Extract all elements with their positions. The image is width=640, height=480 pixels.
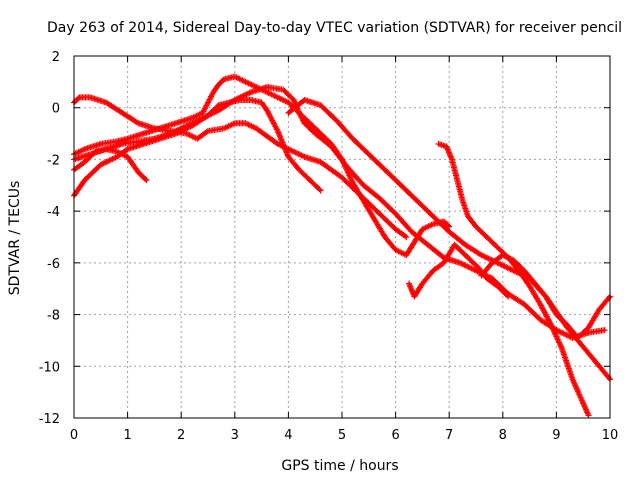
y-tick-label: 2 — [52, 50, 60, 65]
x-tick-label: 8 — [499, 428, 507, 443]
data-point — [503, 292, 510, 299]
data-series — [71, 73, 613, 419]
x-tick-label: 6 — [391, 428, 399, 443]
x-tick-label: 4 — [284, 428, 292, 443]
y-tick-label: -10 — [39, 360, 60, 375]
data-point — [133, 119, 140, 126]
data-point — [317, 187, 324, 194]
data-point — [142, 176, 149, 183]
x-tick-label: 1 — [123, 428, 131, 443]
x-tick-label: 5 — [338, 428, 346, 443]
data-point — [605, 294, 612, 301]
x-tick-label: 10 — [602, 428, 619, 443]
x-tick-label: 0 — [70, 428, 78, 443]
y-tick-label: -8 — [47, 309, 60, 324]
y-tick-label: -2 — [47, 153, 60, 168]
chart-title: Day 263 of 2014, Sidereal Day-to-day VTE… — [47, 20, 622, 36]
data-point — [143, 177, 150, 184]
y-axis-label: SDTVAR / TECUs — [7, 181, 23, 296]
series-track-7 — [406, 241, 512, 300]
series-track-9 — [478, 252, 613, 341]
x-tick-label: 2 — [177, 428, 185, 443]
data-point — [203, 128, 210, 135]
y-tick-label: 0 — [52, 102, 60, 117]
x-tick-label: 3 — [231, 428, 239, 443]
data-point — [403, 234, 410, 240]
y-tick-label: -4 — [47, 205, 60, 220]
grid-lines — [74, 56, 610, 418]
data-point — [605, 374, 612, 381]
y-tick-label: -12 — [39, 412, 60, 427]
plot-frame — [73, 55, 611, 419]
data-point — [585, 412, 592, 419]
y-tick-label: -6 — [47, 257, 60, 272]
x-tick-label: 7 — [445, 428, 453, 443]
data-point — [316, 186, 323, 193]
x-tick-label: 9 — [552, 428, 560, 443]
data-point — [75, 95, 82, 102]
data-point — [601, 327, 608, 334]
series-track-5 — [71, 84, 608, 341]
series-track-1 — [71, 94, 410, 240]
data-point — [505, 293, 512, 300]
x-axis-label: GPS time / hours — [281, 458, 398, 474]
data-point — [401, 233, 408, 240]
data-point — [547, 320, 554, 327]
